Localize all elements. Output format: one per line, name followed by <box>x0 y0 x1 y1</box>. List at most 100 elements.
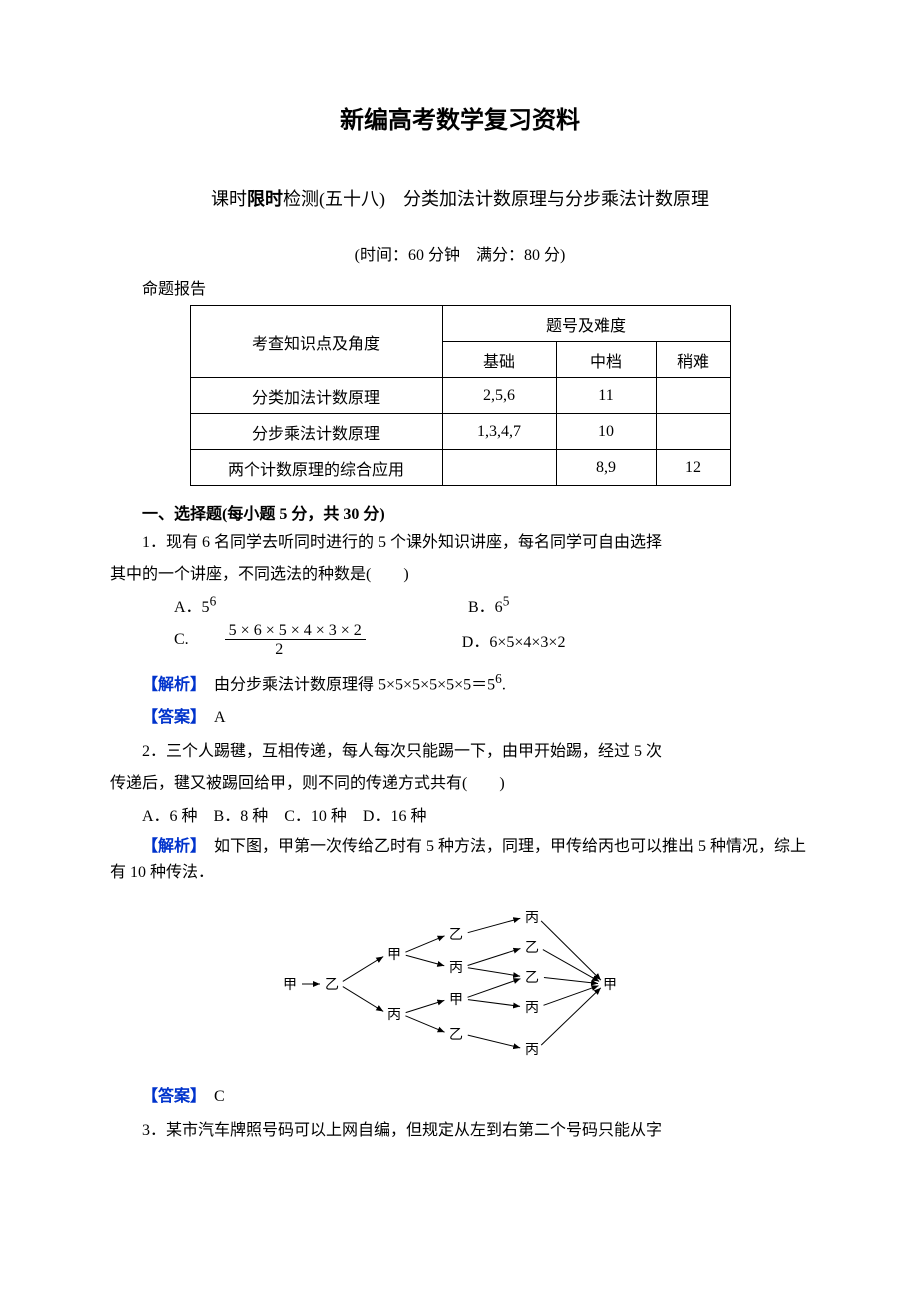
tree-edge <box>541 988 601 1045</box>
tree-node-label: 乙 <box>449 1027 463 1043</box>
tree-edge <box>541 921 601 980</box>
subtitle-mid: 检测(五十八) <box>283 189 385 209</box>
q1-stem-line2: 其中的一个讲座，不同选法的种数是( ) <box>110 562 810 588</box>
q1-opt-a: A．56 <box>142 593 432 617</box>
subtitle: 课时限时检测(五十八) 分类加法计数原理与分步乘法计数原理 <box>110 185 810 211</box>
cell-topic: 分类加法计数原理 <box>190 378 442 414</box>
th-basic: 基础 <box>442 342 556 378</box>
q2-stem-line1: 2．三个人踢毽，互相传递，每人每次只能踢一下，由甲开始踢，经过 5 次 <box>110 739 810 765</box>
th-topic: 考查知识点及角度 <box>190 306 442 378</box>
q1-opt-b-text: B．6 <box>468 599 503 616</box>
tree-node-label: 甲 <box>387 948 401 963</box>
answer-tag: 【答案】 <box>142 709 198 726</box>
cell-hard <box>656 414 730 450</box>
cell-mid: 11 <box>556 378 656 414</box>
tree-node-label: 丙 <box>525 911 539 926</box>
tree-node-label: 乙 <box>449 927 463 943</box>
cell-basic: 2,5,6 <box>442 378 556 414</box>
tree-edge <box>544 978 598 984</box>
q2-answer-text: C <box>214 1088 225 1105</box>
explain-tag: 【解析】 <box>142 838 198 855</box>
tree-node-label: 乙 <box>525 940 539 956</box>
tree-node-label: 丙 <box>387 1008 401 1023</box>
q3-stem-line1: 3．某市汽车牌照号码可以上网自编，但规定从左到右第二个号码只能从字 <box>110 1118 810 1144</box>
cell-hard <box>656 378 730 414</box>
cell-topic: 分步乘法计数原理 <box>190 414 442 450</box>
cell-topic: 两个计数原理的综合应用 <box>190 450 442 486</box>
table-row: 考查知识点及角度 题号及难度 <box>190 306 730 342</box>
q1-opt-c-frac-num: 5 × 6 × 5 × 4 × 3 × 2 <box>225 622 366 640</box>
time-info: (时间：60 分钟 满分：80 分) <box>110 241 810 265</box>
tree-edge <box>406 1001 445 1013</box>
tree-node-label: 丙 <box>449 961 463 976</box>
th-mid: 中档 <box>556 342 656 378</box>
section-1-heading: 一、选择题(每小题 5 分，共 30 分) <box>110 500 810 524</box>
q1-opt-c-frac-den: 2 <box>271 641 287 658</box>
cell-hard: 12 <box>656 450 730 486</box>
subtitle-bold: 限时 <box>247 189 283 209</box>
th-hard: 稍难 <box>656 342 730 378</box>
tree-edge <box>468 979 521 998</box>
tree-node-label: 甲 <box>603 978 617 993</box>
tree-node-label: 丙 <box>525 1001 539 1016</box>
q1-options-row1: A．56 B．65 <box>110 593 810 617</box>
time-info-text: (时间：60 分钟 满分：80 分) <box>355 247 566 264</box>
subtitle-space <box>385 189 403 209</box>
report-label-text: 命题报告 <box>142 281 206 298</box>
tree-svg: 甲乙甲丙乙丙甲乙丙乙乙丙丙甲 <box>270 899 650 1069</box>
table-row: 两个计数原理的综合应用 8,9 12 <box>190 450 730 486</box>
q1-options-row2: C. 5 × 6 × 5 × 4 × 3 × 2 2 D．6×5×4×3×2 <box>110 621 810 659</box>
tree-node-label: 甲 <box>283 978 297 993</box>
tree-edge <box>468 1000 520 1007</box>
q2-explanation: 【解析】 如下图，甲第一次传给乙时有 5 种方法，同理，甲传给丙也可以推出 5 … <box>110 834 810 885</box>
q1-opt-a-sup: 6 <box>210 594 217 609</box>
q2-answer: 【答案】 C <box>110 1084 810 1110</box>
q1-opt-b-sup: 5 <box>503 594 510 609</box>
q1-explanation: 【解析】 由分步乘法计数原理得 5×5×5×5×5×5＝56. <box>110 668 810 698</box>
q1-stem2-text: 其中的一个讲座，不同选法的种数是( ) <box>110 566 409 583</box>
q1-explain-text: 由分步乘法计数原理得 5×5×5×5×5×5＝5 <box>214 676 495 693</box>
tree-diagram: 甲乙甲丙乙丙甲乙丙乙乙丙丙甲 <box>110 899 810 1074</box>
q1-answer-text: A <box>214 709 226 726</box>
tree-node-label: 乙 <box>525 970 539 986</box>
table-row: 分类加法计数原理 2,5,6 11 <box>190 378 730 414</box>
page-title: 新编高考数学复习资料 <box>110 100 810 135</box>
q1-opt-a-text: A．5 <box>174 599 210 616</box>
q1-explain-sup: 6 <box>495 671 502 686</box>
q3-stem1-text: 3．某市汽车牌照号码可以上网自编，但规定从左到右第二个号码只能从字 <box>142 1122 662 1139</box>
q1-opt-d: D．6×5×4×3×2 <box>430 628 566 652</box>
tree-edge <box>544 986 599 1006</box>
tree-edge <box>543 950 599 982</box>
q1-explain-tail: . <box>502 676 506 693</box>
th-group: 题号及难度 <box>442 306 730 342</box>
tree-edge <box>406 956 445 967</box>
tree-node-label: 丙 <box>525 1043 539 1058</box>
tree-edge <box>343 957 383 982</box>
q1-stem1-text: 1．现有 6 名同学去听同时进行的 5 个课外知识讲座，每名同学可自由选择 <box>142 534 662 551</box>
cell-basic <box>442 450 556 486</box>
q1-stem-line1: 1．现有 6 名同学去听同时进行的 5 个课外知识讲座，每名同学可自由选择 <box>110 530 810 556</box>
cell-basic: 1,3,4,7 <box>442 414 556 450</box>
title-text: 新编高考数学复习资料 <box>340 107 580 134</box>
tree-edge <box>405 936 444 952</box>
report-label: 命题报告 <box>110 275 810 299</box>
q1-opt-d-text: D．6×5×4×3×2 <box>462 634 566 651</box>
q2-stem1-text: 2．三个人踢毽，互相传递，每人每次只能踢一下，由甲开始踢，经过 5 次 <box>142 743 662 760</box>
q1-opt-c: C. 5 × 6 × 5 × 4 × 3 × 2 2 <box>142 621 366 659</box>
tree-edge <box>468 1036 520 1049</box>
explain-tag: 【解析】 <box>142 676 198 693</box>
q1-answer: 【答案】 A <box>110 705 810 731</box>
subtitle-rest: 分类加法计数原理与分步乘法计数原理 <box>403 189 709 209</box>
section-1-text: 一、选择题(每小题 5 分，共 30 分) <box>142 506 385 523</box>
q1-opt-c-fraction: 5 × 6 × 5 × 4 × 3 × 2 2 <box>193 621 366 659</box>
tree-edge <box>468 949 521 966</box>
table-row: 分步乘法计数原理 1,3,4,7 10 <box>190 414 730 450</box>
q2-explain-text: 如下图，甲第一次传给乙时有 5 种方法，同理，甲传给丙也可以推出 5 种情况，综… <box>110 838 806 881</box>
q1-opt-c-label: C. <box>174 631 189 648</box>
q2-opts-text: A．6 种 B．8 种 C．10 种 D．16 种 <box>142 808 426 825</box>
report-table: 考查知识点及角度 题号及难度 基础 中档 稍难 分类加法计数原理 2,5,6 1… <box>190 305 731 486</box>
tree-edge <box>468 919 521 933</box>
q1-opt-b: B．65 <box>436 593 509 617</box>
answer-tag: 【答案】 <box>142 1088 198 1105</box>
tree-edge <box>343 987 383 1012</box>
